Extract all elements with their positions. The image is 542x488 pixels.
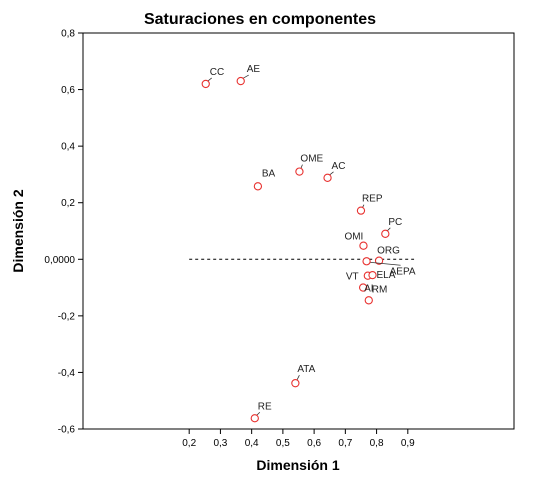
y-tick-label: -0,2 (58, 311, 76, 322)
x-tick-label: 0,9 (401, 438, 415, 449)
point-label: ORG (377, 246, 400, 257)
x-axis-label: Dimensión 1 (256, 457, 339, 473)
point-label: RM (372, 284, 388, 295)
point-leader-line (369, 261, 401, 266)
data-point (291, 379, 300, 388)
data-point (358, 283, 368, 292)
data-point (323, 173, 332, 182)
data-point (253, 182, 263, 191)
data-point (201, 79, 210, 89)
point-label: OMI (344, 232, 363, 243)
data-point (374, 256, 384, 265)
data-point (368, 270, 377, 280)
data-point (362, 257, 371, 266)
data-point (295, 167, 304, 176)
point-label: BA (262, 168, 276, 179)
x-tick-label: 0,4 (245, 438, 259, 449)
x-tick-label: 0,2 (182, 438, 196, 449)
point-label: ATA (297, 364, 315, 375)
data-point (356, 206, 366, 215)
x-tick-label: 0,5 (276, 438, 290, 449)
x-tick-label: 0,7 (338, 438, 352, 449)
y-tick-label: 0,4 (61, 142, 75, 153)
point-label: VT (346, 272, 359, 283)
y-tick-label: 0,6 (61, 85, 75, 96)
y-tick-label: -0,4 (58, 368, 76, 379)
y-tick-label: -0,6 (58, 425, 76, 436)
tick-layer: 0,8 0,6 0,4 0,2 0,0000 -0,2 -0,4 -0,6 0,2 0,3 0,4 0… (44, 29, 415, 450)
point-label: CC (210, 67, 224, 78)
y-tick-label: 0,8 (61, 29, 75, 40)
data-point (364, 296, 373, 305)
point-label: AI (364, 284, 373, 295)
y-tick-label: 0,2 (61, 198, 75, 209)
plot-area (82, 32, 515, 430)
point-label: OME (300, 154, 323, 165)
data-point (381, 229, 390, 238)
x-tick-label: 0,3 (213, 438, 227, 449)
chart-title: Saturaciones en componentes (144, 11, 376, 28)
point-label: RE (258, 401, 272, 412)
point-label: AEPA (390, 266, 416, 277)
point-label: ELA (377, 270, 396, 281)
point-label: PC (388, 217, 402, 228)
y-axis-label: Dimensión 2 (10, 189, 26, 272)
data-point (236, 76, 245, 86)
point-label: AE (247, 64, 261, 75)
x-tick-label: 0,6 (307, 438, 321, 449)
point-label: REP (362, 194, 383, 205)
data-point (359, 241, 368, 250)
point-label: AC (332, 161, 346, 172)
y-tick-label: 0,0000 (44, 255, 75, 266)
data-point (250, 414, 259, 423)
x-tick-label: 0,8 (370, 438, 384, 449)
